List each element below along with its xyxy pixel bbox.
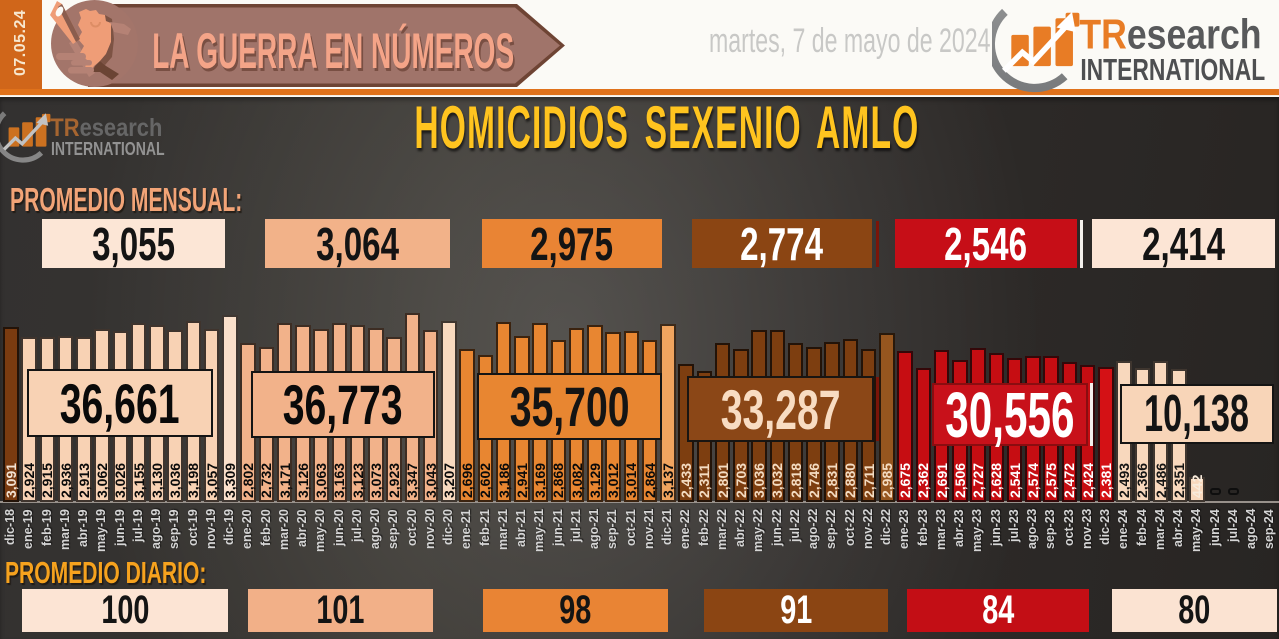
svg-text:TResearch: TResearch xyxy=(50,114,162,142)
svg-text:INTERNATIONAL: INTERNATIONAL xyxy=(1080,54,1265,87)
svg-text:INTERNATIONAL: INTERNATIONAL xyxy=(51,138,165,159)
svg-text:TResearch: TResearch xyxy=(1079,12,1261,58)
